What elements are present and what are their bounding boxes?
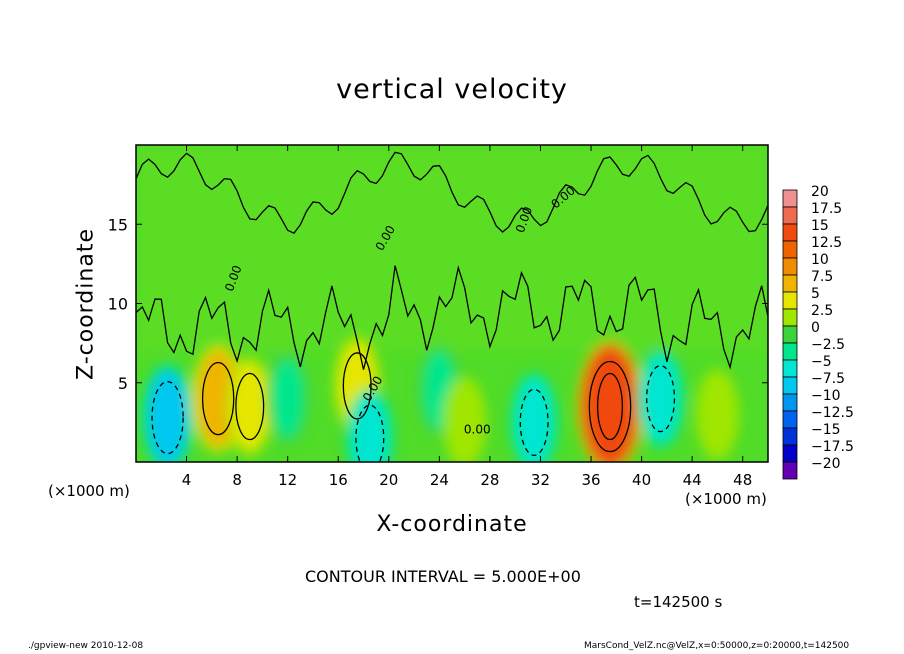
colorbar-label-12: −10 [811,388,841,404]
x-tick-label-16: 16 [329,471,348,489]
colorbar-swatch-1 [782,206,798,225]
zero-contour-lower [136,265,768,370]
x-tick-label-20: 20 [379,471,398,489]
footer-source: MarsCond_VelZ.nc@VelZ,x=0:50000,z=0:2000… [584,641,850,651]
colorbar-label-9: −2.5 [811,337,845,353]
colorbar-swatch-2 [782,223,798,242]
x-tick-label-24: 24 [430,471,449,489]
colorbar-swatch-4 [782,257,798,276]
colorbar-swatch-3 [782,240,798,259]
contour-interval-text: CONTOUR INTERVAL = 5.000E+00 [305,567,581,586]
colorbar-label-3: 12.5 [811,235,842,251]
x-unit-label-left: (×1000 m) [48,482,130,500]
colorbar-swatch-11 [782,376,798,395]
colorbar-swatch-14 [782,427,798,446]
contour-line-5 [355,404,385,462]
footer-program: ./gpview-new 2010-12-08 [28,641,144,651]
time-stamp: t=142500 s [634,593,723,611]
contour-label-2: 0.00 [464,422,491,436]
contour-line-0 [151,380,184,455]
y-tick-label-5: 5 [118,374,128,393]
colorbar-swatch-9 [782,342,798,361]
contour-line-2 [235,372,265,441]
colorbar-label-16: −20 [811,456,841,472]
colorbar-label-4: 10 [811,252,829,268]
x-tick-label-12: 12 [278,471,297,489]
zero-contour-upper [136,151,768,235]
colorbar-label-7: 2.5 [811,303,833,319]
colorbar-label-11: −7.5 [811,371,845,387]
contour-line-inner-9 [596,372,624,441]
x-tick-label-48: 48 [733,471,752,489]
colorbar-label-13: −12.5 [811,405,854,421]
colorbar-swatch-6 [782,291,798,310]
colorbar-label-0: 20 [811,184,829,200]
colorbar-label-10: −5 [811,354,832,370]
contour-line-9 [588,360,632,453]
colorbar-label-5: 7.5 [811,269,833,285]
colorbar-swatch-0 [782,189,798,208]
x-tick-label-44: 44 [683,471,702,489]
x-tick-label-28: 28 [480,471,499,489]
colorbar-swatch-7 [782,308,798,327]
x-tick-label-40: 40 [632,471,651,489]
colorbar-label-6: 5 [811,286,820,302]
field-core-3 [271,358,304,439]
x-unit-label-right: (×1000 m) [685,490,767,508]
colorbar-label-14: −15 [811,422,841,438]
colorbar-swatch-16 [782,461,798,480]
colorbar-swatch-13 [782,410,798,429]
contour-line-10 [646,364,676,433]
field-core-8 [515,378,553,462]
contour-line-8 [519,388,549,457]
colorbar-label-8: 0 [811,320,820,336]
contour-line-4 [342,352,372,420]
colorbar-label-1: 17.5 [811,201,842,217]
colorbar-swatch-10 [782,359,798,378]
x-axis-label: X-coordinate [376,512,528,537]
y-tick-label-10: 10 [108,295,128,314]
field-core-9 [582,346,638,462]
x-tick-label-36: 36 [581,471,600,489]
colorbar-swatch-15 [782,444,798,463]
upper-field-tint [136,145,768,352]
colorbar-swatch-12 [782,393,798,412]
field-core-11 [701,374,734,455]
x-tick-label-4: 4 [182,471,192,489]
chart-title: vertical velocity [336,74,568,105]
y-axis-label: Z-coordinate [73,228,99,380]
colorbar-swatch-8 [782,325,798,344]
plot-area [136,145,768,462]
field-core-5 [351,394,389,462]
colorbar-label-15: −17.5 [811,439,854,455]
y-tick-label-15: 15 [108,215,128,234]
colorbar-label-2: 15 [811,218,829,234]
field-core-2 [231,362,269,451]
contour-line-1 [201,361,235,436]
field-core-10 [642,354,680,443]
field-core-7 [448,382,481,462]
colorbar-swatch-5 [782,274,798,293]
x-tick-label-8: 8 [232,471,242,489]
field-core-0 [146,369,189,462]
x-tick-label-32: 32 [531,471,550,489]
